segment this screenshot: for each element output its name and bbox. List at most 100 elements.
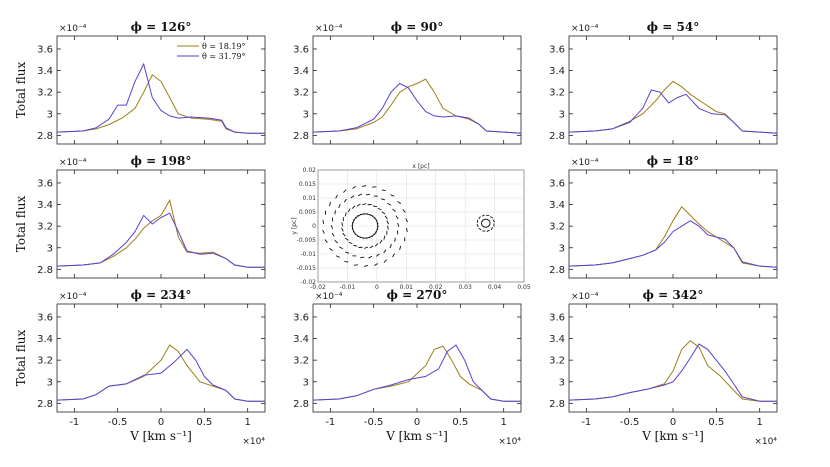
- x-tick-label: -1: [581, 417, 591, 428]
- y-exponent: ×10⁻⁴: [571, 158, 599, 168]
- x-tick-label: 0: [670, 417, 676, 428]
- velocity-arrow: [322, 220, 325, 225]
- series-line-2: [568, 220, 778, 268]
- velocity-arrow: [351, 225, 354, 230]
- y-tick-label: 3.2: [549, 88, 565, 99]
- panel-3: ϕ = 198° ×10⁻⁴ 2.8 3 3.2 3.4 3.6 Total flux: [14, 154, 266, 279]
- y-exponent: ×10⁻⁴: [571, 24, 599, 34]
- panel-4: ϕ = 18° ×10⁻⁴ 2.8 3 3.2 3.4 3.6: [549, 154, 778, 279]
- series-line-2: [56, 62, 265, 134]
- y-tick-label: 3.4: [37, 200, 53, 211]
- y-tick-label: 3.4: [293, 66, 309, 77]
- velocity-arrow: [352, 219, 355, 224]
- y-tick-label: 3.2: [549, 356, 565, 367]
- velocity-arrow: [386, 220, 389, 225]
- inset-x-tick-label: -0.02: [310, 284, 326, 291]
- velocity-arrow: [344, 261, 349, 263]
- panel-frame: [568, 303, 778, 413]
- velocity-arrow: [362, 237, 367, 239]
- velocity-arrow: [492, 219, 495, 223]
- velocity-arrow: [352, 185, 357, 189]
- series-line-1: [312, 78, 522, 134]
- x-tick-label: 1: [244, 417, 250, 428]
- velocity-arrow: [324, 239, 328, 243]
- y-tick-label: 3.6: [549, 44, 565, 55]
- velocity-arrow: [363, 246, 369, 249]
- velocity-arrow: [476, 224, 479, 228]
- y-tick-label: 2.8: [37, 131, 53, 142]
- y-exponent: ×10⁻⁴: [315, 24, 343, 34]
- y-tick-label: 3.6: [549, 178, 565, 189]
- velocity-arrow: [478, 227, 482, 231]
- y-tick-label: 3: [47, 243, 53, 254]
- velocity-arrow: [374, 243, 379, 247]
- series-line-2: [568, 343, 777, 402]
- velocity-arrow: [371, 233, 375, 238]
- y-tick-label: 3.4: [549, 66, 565, 77]
- panel-5: ϕ = 234° ×10⁻⁴ 2.8 3 3.2 3.4 3.6 -1 -0.5 0 0.5 1 Tot…: [14, 288, 266, 447]
- x-tick-label: 0: [414, 417, 420, 428]
- velocity-arrow: [481, 214, 485, 217]
- panel-title: ϕ = 18°: [647, 154, 699, 168]
- inset-y-tick-label: 0.01: [303, 195, 317, 202]
- x-tick-label: -0.5: [364, 417, 384, 428]
- velocity-arrow: [374, 231, 377, 236]
- velocity-arrow: [379, 239, 383, 244]
- velocity-arrow: [406, 227, 408, 232]
- y-tick-label: 2.8: [293, 399, 309, 410]
- velocity-arrow: [383, 235, 386, 240]
- velocity-arrow: [394, 237, 396, 242]
- x-tick-label: 0: [158, 417, 164, 428]
- y-tick-label: 3: [559, 377, 565, 388]
- velocity-arrow: [372, 205, 377, 208]
- x-tick-label: 1: [500, 417, 506, 428]
- y-tick-label: 3: [303, 377, 309, 388]
- velocity-arrow: [374, 217, 378, 222]
- y-tick-label: 3.4: [293, 334, 309, 345]
- x-axis-label: V [km s⁻¹]: [641, 429, 704, 443]
- y-tick-label: 3.4: [37, 66, 53, 77]
- velocity-arrow: [354, 233, 359, 237]
- legend-label: θ = 31.79°: [202, 52, 246, 61]
- x-tick-label: -0.5: [108, 417, 128, 428]
- velocity-arrow: [387, 202, 392, 206]
- velocity-arrow: [369, 245, 374, 249]
- velocity-arrow: [329, 247, 333, 252]
- y-tick-label: 2.8: [549, 399, 565, 410]
- velocity-arrow: [342, 232, 346, 237]
- inset-x-tick-label: 0.04: [488, 284, 502, 291]
- inset-plot: -0.02 -0.01 0 0.01 0.02 0.03 0.04 0.05 0.02 0.015…: [291, 163, 531, 291]
- inset-x-tick-label: 0.05: [517, 284, 531, 291]
- velocity-arrow: [402, 209, 406, 213]
- velocity-arrow: [362, 184, 367, 188]
- velocity-arrow: [322, 229, 325, 234]
- series-line-2: [56, 212, 265, 268]
- inset-title: x [pc]: [412, 163, 429, 170]
- velocity-arrow: [395, 215, 399, 220]
- velocity-arrow: [351, 228, 355, 232]
- velocity-arrow: [344, 237, 349, 241]
- panel-frame: [56, 169, 266, 279]
- series-line-1: [56, 74, 265, 134]
- y-tick-label: 3.6: [293, 312, 309, 323]
- inset-y-tick-label: 0.02: [303, 167, 317, 174]
- velocity-arrow: [365, 236, 370, 239]
- inset-x-tick-label: 0: [375, 284, 379, 291]
- velocity-arrow: [490, 216, 494, 219]
- velocity-arrow: [339, 246, 343, 250]
- velocity-arrow: [383, 249, 387, 254]
- velocity-arrow: [390, 194, 395, 197]
- velocity-arrow: [329, 202, 331, 207]
- y-tick-label: 3.6: [549, 312, 565, 323]
- velocity-arrow: [351, 205, 356, 209]
- x-axis-label: V [km s⁻¹]: [129, 429, 192, 443]
- series-line-1: [312, 345, 521, 402]
- y-tick-label: 3.6: [37, 44, 53, 55]
- x-exponent: ×10⁴: [754, 437, 777, 447]
- x-tick-label: 0.5: [196, 417, 212, 428]
- y-tick-label: 3.4: [549, 200, 565, 211]
- velocity-arrow: [347, 208, 351, 213]
- inset-y-label: y [pc]: [291, 217, 298, 234]
- series-line-1: [568, 205, 778, 268]
